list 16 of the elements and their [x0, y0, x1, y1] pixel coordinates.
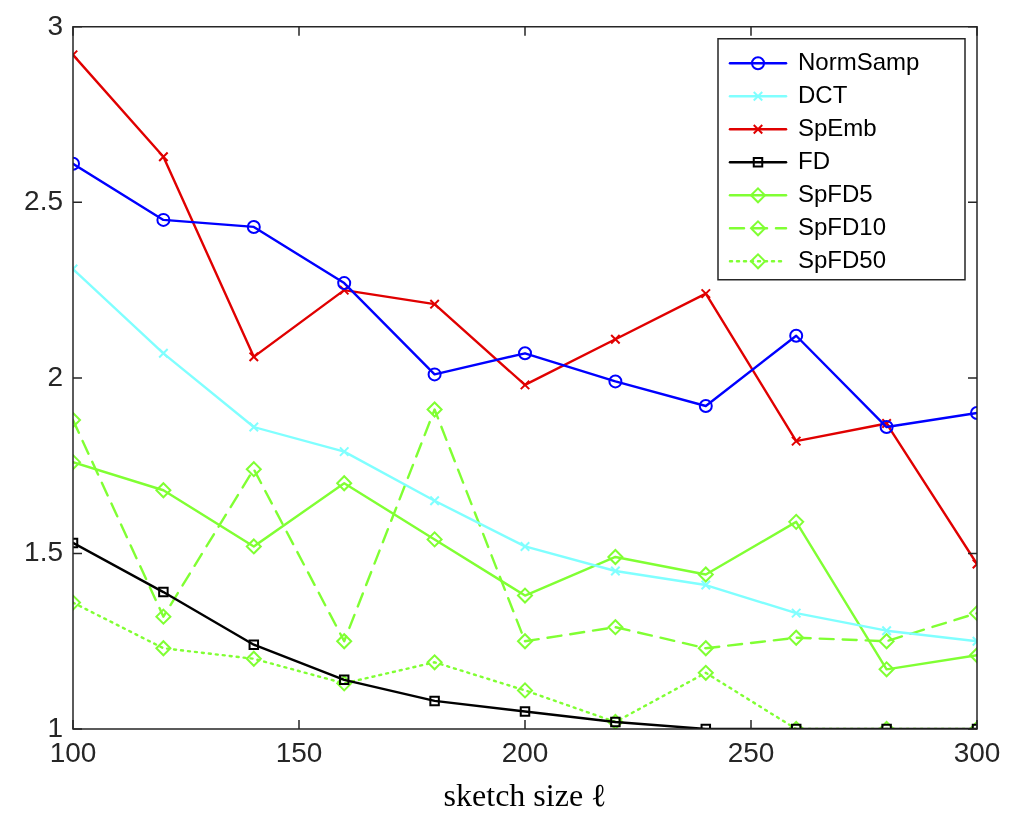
x-tick-label: 200 — [501, 736, 549, 768]
legend-label: SpFD5 — [798, 179, 873, 207]
y-tick-label: 1.5 — [24, 536, 63, 568]
legend-label: SpFD50 — [798, 245, 887, 273]
legend-label: DCT — [798, 80, 848, 108]
x-tick-label: 300 — [953, 736, 1001, 768]
legend-label: NormSamp — [798, 47, 920, 75]
x-tick-label: 250 — [727, 736, 775, 768]
legend-label: SpFD10 — [798, 212, 887, 240]
y-tick-label: 2 — [47, 360, 63, 392]
x-tick-label: 150 — [275, 736, 323, 768]
y-tick-label: 2.5 — [24, 185, 63, 217]
x-axis-title: sketch size ℓ — [442, 777, 608, 814]
legend-label: FD — [798, 146, 830, 174]
y-tick-label: 3 — [47, 9, 63, 41]
legend-label: SpEmb — [798, 113, 877, 141]
